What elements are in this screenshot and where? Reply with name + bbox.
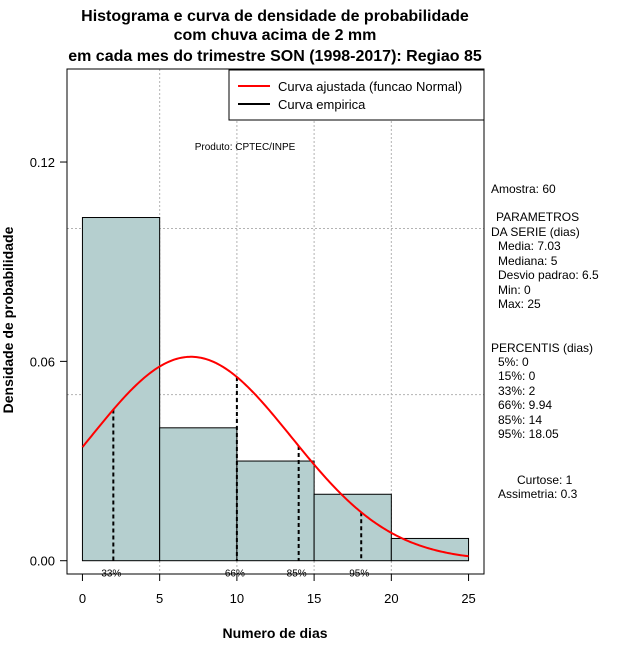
y-axis-title: Densidade de probabilidade [0,226,16,413]
sample-size: Amostra: 60 [491,182,556,196]
skewness: Assimetria: 0.3 [498,487,578,501]
product-annotation: Produto: CPTEC/INPE [195,142,296,153]
percentile-15: 15%: 0 [498,369,536,383]
fitted-curve-layer [81,355,469,558]
x-tick-label-4: 20 [384,591,398,606]
percentile-95: 95%: 18.05 [498,427,559,441]
param-median: Mediana: 5 [498,254,558,268]
percentiles-title: PERCENTIS (dias) [491,341,593,355]
histogram-bar-1 [159,427,238,562]
chart-title-line-2: com chuva acima de 2 mm [174,27,377,44]
axes: 0 5 10 15 20 25 0.00 0.06 0.12 [30,155,476,606]
params-title-line-1: PARAMETROS [496,210,579,224]
percentile-85: 85%: 14 [498,413,542,427]
legend-label-fitted: Curva ajustada (funcao Normal) [278,79,462,94]
x-tick-label-0: 0 [79,591,86,606]
chart-title-line-3: em cada mes do trimestre SON (1998-2017)… [68,48,482,65]
kurtosis: Curtose: 1 [517,473,573,487]
x-tick-label-2: 10 [230,591,244,606]
param-sd: Desvio padrao: 6.5 [498,268,599,282]
x-tick-label-3: 15 [307,591,321,606]
param-max: Max: 25 [498,297,541,311]
chart-title-line-1: Histograma e curva de densidade de proba… [81,8,469,25]
y-tick-label-0: 0.00 [30,554,55,569]
param-min: Min: 0 [498,283,531,297]
legend-box [228,69,485,121]
histogram-bar-0 [81,217,161,562]
x-tick-label-5: 25 [461,591,475,606]
histogram-bars [81,217,470,562]
percentile-5: 5%: 0 [498,355,529,369]
percentile-66: 66%: 9.94 [498,398,552,412]
y-tick-label-2: 0.12 [30,155,55,170]
params-title-line-2: DA SERIE (dias) [491,225,580,239]
legend: Curva ajustada (funcao Normal) Curva emp… [228,69,485,121]
side-panel: Amostra: 60 PARAMETROS DA SERIE (dias) M… [491,182,599,501]
fitted-curve [81,355,469,558]
histogram-bar-2 [236,460,315,562]
legend-label-empirical: Curva empirica [278,97,366,112]
percentile-33: 33%: 2 [498,384,536,398]
x-axis-title: Numero de dias [222,625,327,641]
y-tick-label-1: 0.06 [30,354,55,369]
param-mean: Media: 7.03 [498,239,561,253]
x-tick-label-1: 5 [156,591,163,606]
